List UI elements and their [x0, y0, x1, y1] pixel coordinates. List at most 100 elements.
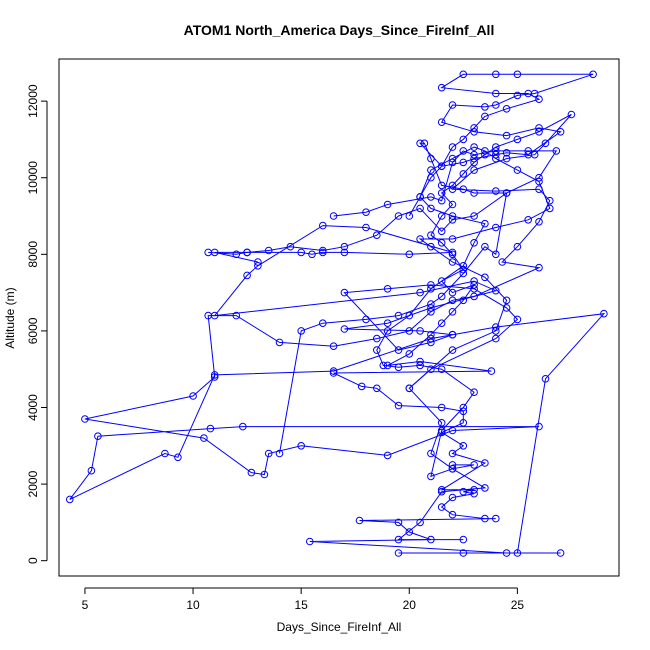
x-tick-label: 20	[403, 598, 417, 612]
data-point	[459, 487, 468, 496]
plot-frame	[58, 58, 620, 577]
data-point	[416, 288, 424, 297]
data-point	[437, 319, 446, 328]
y-tick-label: 8000	[26, 241, 40, 268]
data-point	[437, 503, 446, 511]
data-point	[492, 334, 500, 343]
data-series	[210, 70, 597, 266]
data-point	[492, 327, 500, 335]
data-point	[470, 489, 478, 498]
x-axis: 5 10 15 20 25	[82, 587, 525, 612]
data-point	[319, 221, 327, 230]
y-tick-label: 2000	[26, 470, 40, 497]
data-point	[243, 271, 251, 280]
data-point	[502, 296, 511, 305]
x-tick-label: 10	[186, 598, 200, 612]
data-point	[427, 472, 435, 481]
data-point	[210, 248, 219, 257]
data-point	[427, 242, 435, 251]
series-line	[69, 114, 606, 554]
data-point	[319, 248, 327, 257]
data-series	[373, 143, 554, 481]
data-point	[470, 143, 478, 151]
data-point	[247, 468, 256, 477]
data-point	[481, 459, 489, 467]
data-point	[405, 350, 414, 358]
y-tick-label: 0	[26, 557, 40, 564]
data-point	[264, 449, 273, 458]
data-point	[448, 258, 457, 266]
data-point	[498, 258, 507, 266]
data-point	[357, 382, 366, 391]
y-axis-label: Altitude (m)	[3, 287, 17, 348]
data-point	[210, 373, 219, 381]
data-point	[437, 292, 446, 301]
data-series	[66, 110, 608, 557]
data-point	[355, 516, 364, 525]
data-point	[329, 212, 338, 220]
data-point	[448, 212, 457, 220]
data-point	[394, 535, 403, 544]
y-tick-label: 4000	[26, 394, 40, 421]
data-point	[492, 70, 500, 79]
data-point	[437, 277, 446, 285]
data-point	[470, 239, 478, 247]
data-point	[260, 470, 269, 479]
data-point	[394, 518, 403, 527]
data-point	[492, 250, 500, 259]
data-point	[513, 549, 522, 557]
data-point	[448, 101, 457, 109]
series-line	[214, 73, 594, 263]
data-point	[470, 388, 478, 397]
x-tick-label: 25	[511, 598, 525, 612]
data-point	[535, 422, 543, 431]
data-point	[427, 330, 435, 339]
x-tick-label: 15	[294, 598, 308, 612]
data-point	[459, 419, 468, 427]
data-point	[448, 493, 457, 502]
data-point	[405, 250, 414, 259]
data-point	[502, 149, 511, 157]
data-point	[427, 154, 435, 163]
data-point	[470, 292, 478, 301]
data-point	[394, 346, 403, 354]
data-point	[174, 453, 182, 462]
chart-title: ATOM1 North_America Days_Since_FireInf_A…	[184, 22, 495, 38]
data-point	[329, 342, 338, 351]
data-point	[513, 135, 522, 144]
data-point	[437, 196, 446, 205]
data-point	[210, 371, 219, 379]
data-point	[448, 510, 457, 519]
data-point	[210, 311, 219, 320]
data-point	[470, 128, 478, 136]
data-point	[264, 246, 273, 255]
data-point	[306, 537, 314, 546]
data-point	[492, 514, 500, 523]
data-point	[535, 124, 543, 132]
data-point	[275, 449, 284, 458]
data-series	[275, 147, 561, 458]
data-point	[470, 212, 478, 220]
data-point	[308, 250, 316, 259]
data-point	[470, 154, 478, 163]
series-line	[279, 150, 558, 454]
data-point	[340, 242, 349, 251]
data-point	[513, 70, 522, 79]
data-point	[427, 338, 435, 347]
data-point	[513, 91, 522, 100]
data-point	[541, 375, 550, 383]
data-point	[405, 311, 414, 320]
data-point	[459, 535, 468, 544]
data-point	[470, 486, 478, 494]
y-tick-label: 6000	[26, 317, 40, 344]
data-point	[470, 461, 478, 469]
data-point	[416, 235, 424, 243]
y-axis: 0 2000 4000 6000 8000 10000 12000	[26, 84, 48, 564]
data-point	[448, 449, 457, 458]
data-point	[340, 288, 349, 297]
data-point	[556, 549, 565, 557]
data-point	[416, 518, 424, 527]
data-point	[437, 419, 446, 427]
data-point	[394, 212, 403, 220]
